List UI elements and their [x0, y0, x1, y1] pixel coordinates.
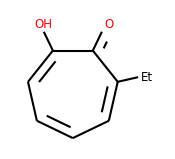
Text: Et: Et [141, 71, 153, 84]
Text: OH: OH [35, 18, 53, 31]
Text: O: O [104, 18, 114, 31]
